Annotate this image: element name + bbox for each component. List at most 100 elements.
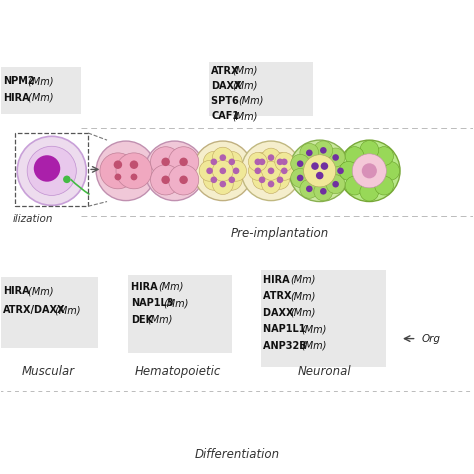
Circle shape bbox=[320, 188, 327, 195]
Text: (Mm): (Mm) bbox=[25, 286, 53, 296]
Circle shape bbox=[345, 176, 364, 195]
Circle shape bbox=[259, 176, 265, 183]
Circle shape bbox=[151, 164, 181, 195]
Circle shape bbox=[34, 155, 60, 182]
Circle shape bbox=[352, 154, 386, 188]
Circle shape bbox=[130, 160, 138, 169]
Text: (Mm): (Mm) bbox=[290, 291, 316, 301]
Circle shape bbox=[116, 153, 152, 189]
Circle shape bbox=[115, 173, 121, 181]
Circle shape bbox=[326, 148, 345, 167]
Text: ATRX: ATRX bbox=[211, 65, 239, 76]
Circle shape bbox=[206, 167, 213, 174]
Circle shape bbox=[268, 155, 274, 161]
Circle shape bbox=[297, 160, 303, 167]
Circle shape bbox=[331, 161, 350, 180]
Text: DAXX: DAXX bbox=[263, 308, 297, 318]
Circle shape bbox=[304, 155, 336, 187]
Text: (Mm): (Mm) bbox=[233, 111, 258, 121]
Circle shape bbox=[161, 175, 170, 184]
Circle shape bbox=[311, 162, 319, 170]
Circle shape bbox=[259, 158, 265, 165]
Circle shape bbox=[228, 158, 235, 165]
Text: ATRX/DAXX: ATRX/DAXX bbox=[3, 305, 65, 315]
Text: CAF1: CAF1 bbox=[211, 111, 239, 121]
Circle shape bbox=[374, 176, 393, 195]
Circle shape bbox=[289, 140, 350, 201]
Circle shape bbox=[210, 176, 217, 183]
Circle shape bbox=[374, 146, 393, 165]
Circle shape bbox=[228, 176, 235, 183]
Circle shape bbox=[281, 167, 288, 174]
Circle shape bbox=[262, 161, 281, 180]
Circle shape bbox=[268, 167, 274, 174]
Text: (Mm): (Mm) bbox=[25, 76, 53, 86]
Text: (Mm): (Mm) bbox=[238, 96, 264, 106]
Text: (Mm): (Mm) bbox=[25, 92, 53, 102]
Circle shape bbox=[281, 158, 288, 165]
Circle shape bbox=[248, 161, 267, 180]
Circle shape bbox=[277, 176, 283, 183]
Text: HIRA: HIRA bbox=[3, 286, 30, 296]
Circle shape bbox=[161, 157, 170, 166]
Text: DAXX: DAXX bbox=[211, 81, 242, 91]
Text: (Mm): (Mm) bbox=[290, 274, 316, 284]
Text: SPT6: SPT6 bbox=[211, 96, 242, 106]
Text: ANP32B: ANP32B bbox=[263, 341, 310, 351]
Circle shape bbox=[320, 147, 327, 154]
FancyBboxPatch shape bbox=[209, 62, 313, 117]
Circle shape bbox=[96, 141, 156, 201]
Circle shape bbox=[233, 167, 239, 174]
Circle shape bbox=[275, 161, 294, 180]
Circle shape bbox=[268, 181, 274, 187]
Circle shape bbox=[27, 146, 76, 195]
Circle shape bbox=[219, 181, 226, 187]
Text: Differentiation: Differentiation bbox=[194, 448, 280, 461]
Text: Muscular: Muscular bbox=[21, 365, 74, 378]
Circle shape bbox=[300, 143, 319, 162]
Circle shape bbox=[255, 158, 261, 165]
Text: Hematopoietic: Hematopoietic bbox=[135, 365, 221, 378]
Circle shape bbox=[179, 157, 188, 166]
Text: (Mm): (Mm) bbox=[158, 282, 183, 292]
Text: NAP1L1: NAP1L1 bbox=[263, 324, 309, 334]
Circle shape bbox=[271, 170, 290, 189]
Circle shape bbox=[199, 160, 220, 181]
Circle shape bbox=[168, 164, 199, 195]
Circle shape bbox=[337, 167, 344, 174]
Text: HIRA: HIRA bbox=[263, 274, 293, 284]
Circle shape bbox=[262, 174, 281, 193]
Text: (Mm): (Mm) bbox=[301, 341, 327, 351]
Circle shape bbox=[345, 146, 364, 165]
Circle shape bbox=[100, 153, 136, 189]
Circle shape bbox=[300, 179, 319, 198]
Circle shape bbox=[316, 172, 323, 179]
Circle shape bbox=[262, 148, 281, 167]
Circle shape bbox=[212, 147, 233, 168]
FancyBboxPatch shape bbox=[128, 275, 232, 353]
Text: Pre-implantation: Pre-implantation bbox=[230, 227, 328, 240]
Circle shape bbox=[339, 161, 358, 180]
Circle shape bbox=[338, 140, 400, 201]
Text: Neuronal: Neuronal bbox=[298, 365, 351, 378]
Text: (Mm): (Mm) bbox=[52, 305, 81, 315]
Circle shape bbox=[203, 152, 224, 172]
Circle shape bbox=[212, 160, 233, 181]
FancyBboxPatch shape bbox=[261, 270, 386, 367]
Circle shape bbox=[179, 175, 188, 184]
Circle shape bbox=[332, 181, 339, 188]
Circle shape bbox=[130, 173, 137, 181]
Circle shape bbox=[271, 153, 290, 171]
Circle shape bbox=[151, 147, 181, 177]
Text: Org: Org bbox=[421, 334, 440, 344]
Text: HIRA: HIRA bbox=[3, 92, 30, 102]
Circle shape bbox=[203, 169, 224, 190]
Text: (Mm): (Mm) bbox=[147, 315, 173, 325]
Circle shape bbox=[297, 174, 303, 181]
Circle shape bbox=[241, 141, 301, 201]
Circle shape bbox=[291, 154, 310, 173]
Circle shape bbox=[221, 169, 242, 190]
Text: (Mm): (Mm) bbox=[163, 298, 189, 308]
Circle shape bbox=[314, 182, 333, 201]
Circle shape bbox=[277, 158, 283, 165]
